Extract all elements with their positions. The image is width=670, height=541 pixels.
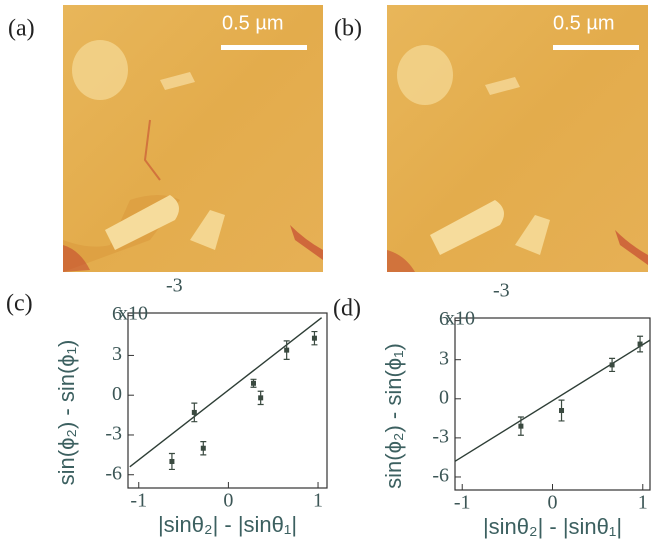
panel-label: (d) [333,296,361,322]
fit-line [454,339,651,462]
scale-bar [553,45,639,50]
x-tick-label: 0 [223,490,233,512]
point [311,335,317,341]
y-axis-label: sin(ϕ₂) - sin(ϕ₁) [54,340,79,486]
y-axis-label: sin(ϕ₂) - sin(ϕ₁) [381,343,406,489]
y-exponent: -3 [166,275,183,297]
y-tick-label: -3 [105,423,122,445]
y-tick-label: 0 [112,383,122,405]
x-tick-label: 1 [313,490,323,512]
x-axis-label: |sinθ₂| - |sinθ₁| [158,512,297,537]
point [191,409,197,415]
point [637,341,643,347]
point [284,347,290,353]
point [609,362,615,368]
axes-frame [454,317,651,491]
x-axis-label: |sinθ₂| - |sinθ₁| [483,514,622,539]
axes-frame [127,312,328,489]
y-multiplier: x10 [445,308,475,330]
x-tick-label: 1 [638,492,648,514]
y-tick-label: 3 [112,343,122,365]
y-tick-label: -6 [432,465,449,487]
y-tick-label: 3 [439,347,449,369]
y-tick-label: 6 [112,303,122,325]
x-tick-label: 0 [548,492,558,514]
y-tick-label: -3 [432,425,449,447]
point [200,445,206,451]
scale-bar-label: 0.5 µm [553,12,615,34]
panel-label: (b) [334,16,362,42]
point [559,408,565,414]
scale-bar-label: 0.5 µm [222,12,284,34]
y-tick-label: 0 [439,386,449,408]
y-exponent: -3 [493,280,510,302]
y-multiplier: x10 [118,303,148,325]
point [258,395,264,401]
point [169,458,175,464]
fit-line [129,317,323,468]
point [518,423,524,429]
x-tick-label: -1 [130,490,147,512]
y-tick-label: -6 [105,462,122,484]
point [250,380,256,386]
x-tick-label: -1 [454,492,471,514]
y-tick-label: 6 [439,308,449,330]
panel-label: (c) [6,291,33,317]
panel-label: (a) [8,16,35,42]
scale-bar [221,45,307,50]
